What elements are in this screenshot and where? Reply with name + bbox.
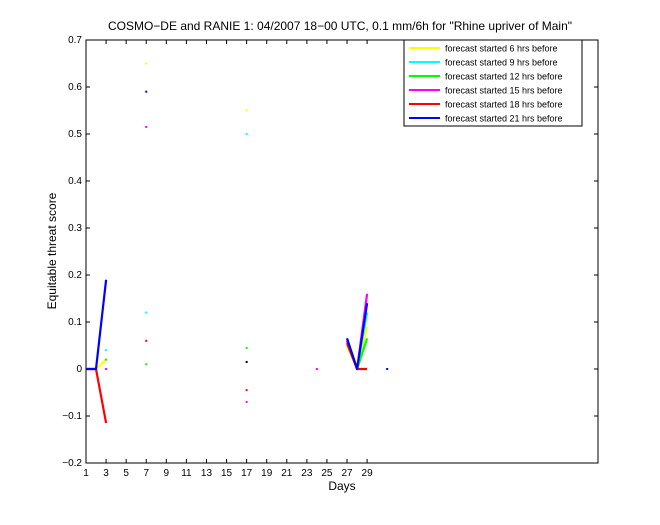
x-tick-label: 11 (181, 468, 192, 479)
legend: forecast started 6 hrs before forecast st… (403, 39, 583, 127)
series-point-3 (145, 363, 148, 366)
data-marks (86, 62, 389, 424)
series-line-6 (345, 303, 369, 371)
y-axis: −0.2 −0.1 0 0.1 0.2 0.3 0.4 0.5 0.6 0.7 (62, 35, 598, 469)
x-tick-label: 25 (321, 468, 333, 479)
y-tick-label: 0.1 (68, 317, 82, 328)
x-tick-label: 17 (241, 468, 253, 479)
series-point-3 (245, 346, 248, 349)
x-tick-label: 7 (143, 468, 149, 479)
x-tick-label: 29 (362, 468, 374, 479)
series-point-4 (315, 368, 318, 370)
x-tick-label: 27 (341, 468, 353, 479)
series-point-4 (145, 125, 148, 128)
series-point-6 (386, 368, 389, 370)
y-tick-label: 0 (76, 364, 82, 375)
y-tick-label: −0.1 (62, 411, 82, 422)
x-tick-label: 5 (123, 468, 129, 479)
chart-title: COSMO−DE and RANIE 1: 04/2007 18−00 UTC,… (108, 19, 572, 33)
x-tick-label: 15 (221, 468, 233, 479)
series-point-6 (145, 90, 148, 93)
x-tick-label: 13 (201, 468, 213, 479)
x-tick-label: 21 (281, 468, 293, 479)
series-line-6 (86, 279, 108, 371)
series-point-4 (105, 368, 108, 370)
series-point-3 (105, 358, 108, 361)
y-tick-label: 0.6 (68, 82, 82, 93)
x-tick-label: 23 (301, 468, 313, 479)
series-point-4 (245, 400, 248, 403)
y-tick-label: 0.2 (68, 270, 82, 281)
x-tick-label: 19 (261, 468, 273, 479)
series-point-2 (145, 311, 148, 314)
legend-box (403, 39, 583, 127)
series-point-5 (245, 389, 248, 392)
y-tick-label: 0.3 (68, 223, 82, 234)
y-tick-label: 0.4 (68, 176, 82, 187)
series-point-1 (245, 109, 248, 112)
legend-label-5: forecast started 18 hrs before (445, 100, 563, 110)
x-axis: 1 3 5 7 9 11 13 15 17 19 21 23 25 27 29 (83, 40, 373, 479)
legend-label-6: forecast started 21 hrs before (445, 114, 563, 124)
series-point-5 (145, 339, 148, 342)
y-tick-label: 0.7 (68, 35, 82, 46)
legend-label-4: forecast started 15 hrs before (445, 86, 563, 96)
series-point-1 (145, 62, 148, 65)
x-tick-label: 9 (164, 468, 170, 479)
legend-label-3: forecast started 12 hrs before (445, 72, 563, 82)
series-point-2 (105, 349, 108, 352)
x-tick-label: 3 (103, 468, 109, 479)
legend-label-1: forecast started 6 hrs before (445, 44, 558, 54)
series-point-2 (245, 133, 248, 135)
x-tick-label: 1 (83, 468, 89, 479)
y-tick-label: 0.5 (68, 129, 82, 140)
y-axis-label: Equitable threat score (45, 192, 59, 309)
x-axis-label: Days (328, 479, 355, 493)
y-tick-label: −0.2 (62, 458, 82, 469)
legend-label-2: forecast started 9 hrs before (445, 58, 558, 68)
extra-point (245, 360, 248, 363)
